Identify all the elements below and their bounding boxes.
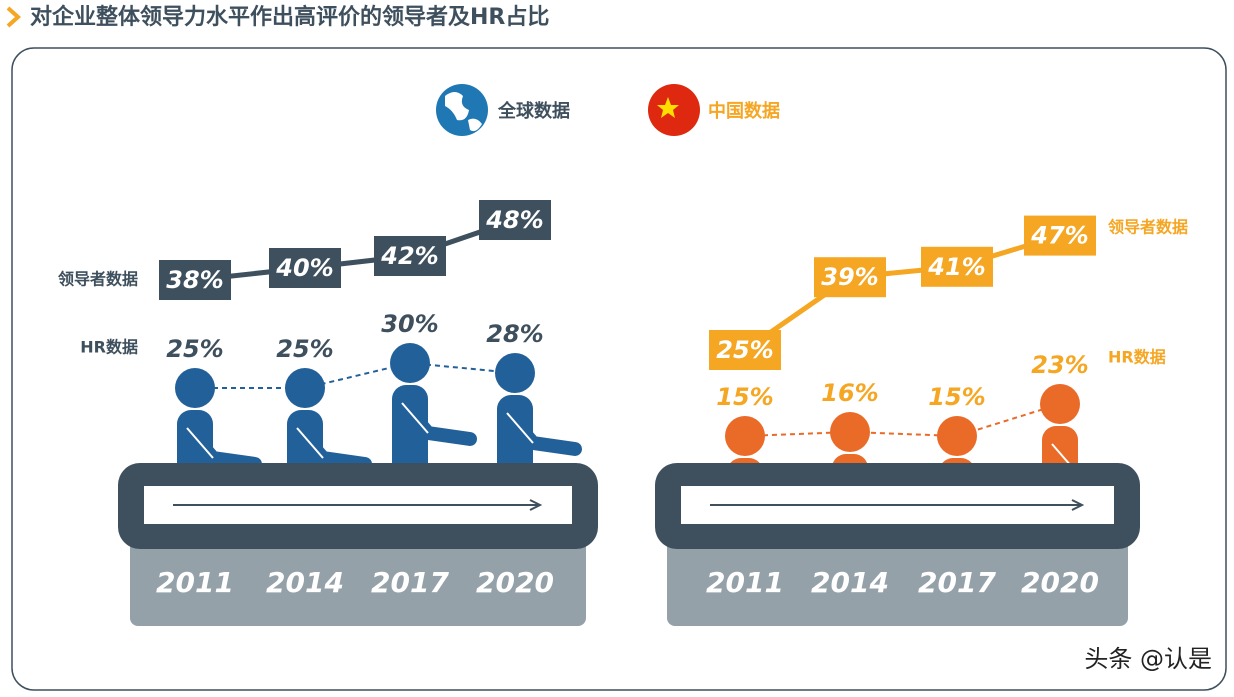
chart-panel: 25% 25% 30% 28% 2011 2014 2017 2020 38% 40% 42% 48%… — [58, 200, 598, 626]
hr-line — [195, 361, 516, 389]
flag-icon — [648, 84, 700, 136]
series-name: 领导者数据 — [1108, 218, 1188, 237]
hr-head — [175, 368, 215, 408]
chart-panel: 15% 16% 15% 23% 2011 2014 2017 2020 25% 39% 41% 47%… — [655, 215, 1188, 626]
leader-box — [814, 257, 886, 298]
year-label: 2020 — [1021, 566, 1099, 599]
leader-box — [159, 260, 231, 300]
year-label: 2014 — [266, 566, 344, 599]
leader-value-label: 48% — [485, 206, 543, 234]
leader-line — [743, 233, 1061, 353]
person-arm-line — [296, 427, 324, 459]
leader-value-label: 41% — [927, 253, 985, 281]
hr-head — [285, 368, 325, 408]
legend-label: 全球数据 — [497, 100, 570, 122]
leader-value-label: 40% — [275, 254, 333, 282]
leader-box — [269, 248, 341, 288]
leader-value-label: 42% — [380, 242, 438, 270]
hr-value-label: 28% — [486, 320, 543, 348]
leader-line — [194, 217, 516, 283]
hr-line — [744, 403, 1061, 438]
hr-value-label: 25% — [166, 335, 223, 363]
hr-value-label: 30% — [381, 310, 438, 338]
page-title: 对企业整体领导力水平作出高评价的领导者及HR占比 — [30, 4, 549, 30]
leader-value-label: 38% — [166, 266, 223, 294]
leader-box — [921, 246, 993, 287]
hr-head — [495, 353, 535, 393]
title-chevron — [6, 6, 21, 28]
person-arm-line — [506, 412, 534, 444]
year-label: 2011 — [706, 566, 784, 599]
table-base — [130, 540, 586, 626]
hr-head — [390, 343, 430, 383]
person-arm-line — [401, 402, 429, 434]
leader-value-label: 47% — [1030, 222, 1088, 250]
legend-global: 全球数据 — [436, 84, 570, 136]
year-label: 2017 — [918, 566, 996, 599]
hr-head — [725, 416, 765, 456]
year-label: 2020 — [476, 566, 554, 599]
series-name: HR数据 — [80, 338, 138, 357]
year-label: 2014 — [811, 566, 889, 599]
leader-value-label: 25% — [716, 336, 773, 364]
hr-value-label: 15% — [928, 383, 985, 411]
flag-star — [657, 97, 679, 118]
leader-box — [374, 236, 446, 276]
person-arm-line — [186, 427, 214, 459]
leader-value-label: 39% — [821, 263, 878, 291]
globe-land — [445, 92, 482, 132]
hr-head — [1040, 384, 1080, 424]
leader-box — [709, 330, 781, 370]
leader-box — [479, 200, 551, 240]
watermark: 头条 @认是 — [1084, 645, 1212, 673]
hr-head — [830, 412, 870, 452]
hr-value-label: 25% — [276, 335, 333, 363]
series-name: HR数据 — [1108, 348, 1166, 367]
hr-value-label: 23% — [1031, 351, 1088, 379]
table-base — [667, 540, 1128, 626]
year-label: 2011 — [156, 566, 234, 599]
legend-label: 中国数据 — [708, 100, 780, 122]
timeline-arrow — [710, 499, 1085, 511]
hr-value-label: 16% — [821, 379, 878, 407]
hr-value-label: 15% — [716, 383, 773, 411]
series-name: 领导者数据 — [58, 270, 138, 289]
hr-head — [937, 416, 977, 456]
panel-border — [11, 47, 1227, 691]
timeline-arrow — [173, 499, 543, 511]
year-label: 2017 — [371, 566, 449, 599]
leader-box — [1024, 215, 1096, 256]
legend-china: 中国数据 — [648, 84, 780, 136]
